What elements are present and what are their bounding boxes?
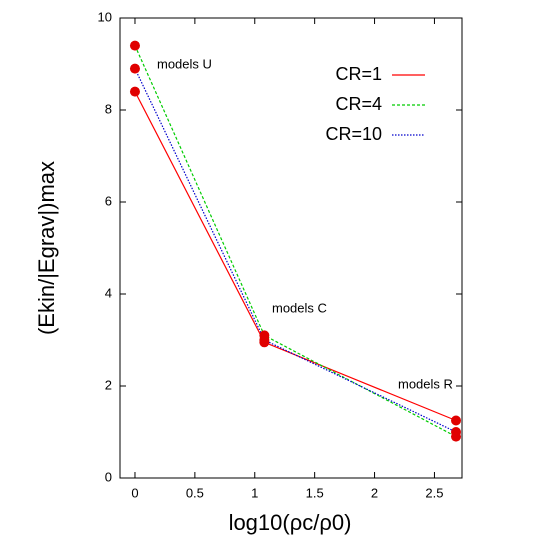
series-line	[134, 91, 457, 422]
x-tick-label: 2	[371, 485, 378, 500]
y-axis-label: (Ekin/|Egrav|)max	[34, 161, 59, 335]
point-marker	[129, 63, 140, 74]
x-tick-label: 0.5	[186, 485, 204, 500]
y-tick-label: 2	[105, 377, 112, 392]
annotation: models R	[398, 376, 453, 391]
x-tick-label: 1.5	[306, 485, 324, 500]
x-tick-label: 2.5	[425, 485, 443, 500]
y-tick-label: 6	[105, 193, 112, 208]
x-tick-label: 0	[131, 485, 138, 500]
point-marker	[129, 40, 140, 51]
point-marker	[259, 335, 270, 345]
x-axis-label: log10(ρc/ρ0)	[229, 510, 352, 535]
point-marker	[451, 415, 462, 426]
y-tick-label: 4	[105, 285, 112, 300]
y-tick-label: 8	[105, 101, 112, 116]
y-tick-label: 10	[98, 9, 112, 24]
plot-frame	[119, 17, 463, 479]
point-marker	[129, 86, 140, 97]
annotation: models U	[157, 56, 212, 71]
legend-label: CR=4	[335, 94, 382, 114]
legend-label: CR=1	[335, 64, 382, 84]
y-tick-label: 0	[105, 469, 112, 484]
point-marker	[451, 427, 462, 437]
legend-label: CR=10	[325, 124, 382, 144]
x-tick-label: 1	[251, 485, 258, 500]
annotation: models C	[272, 300, 327, 315]
